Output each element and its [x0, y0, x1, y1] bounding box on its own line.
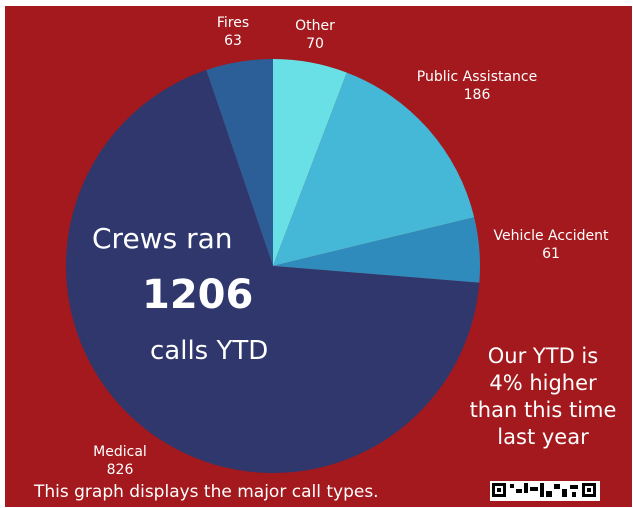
- calls-ytd-text: calls YTD: [150, 336, 269, 366]
- pie-slice-fires: [206, 59, 273, 266]
- slice-label-medical: Medical: [93, 444, 147, 460]
- slice-label-vehicle-accident: Vehicle Accident: [494, 228, 610, 244]
- pie-slice-vehicle-accident: [273, 217, 480, 283]
- slice-label-other: Other: [295, 18, 335, 34]
- crews-ran-text: Crews ran: [92, 222, 233, 255]
- pie-slice-medical: [65, 70, 480, 474]
- pie-labels: Other 70 Public Assistance 186 Vehicle Accid…: [93, 15, 609, 478]
- total-calls-count: 1206: [142, 272, 254, 318]
- chart-caption: This graph displays the major call types…: [34, 482, 379, 502]
- slice-value-fires: 63: [224, 33, 242, 49]
- pie-slice-public-assistance: [273, 72, 475, 266]
- slice-label-public-assistance: Public Assistance: [417, 69, 537, 85]
- pie-slice-other: [273, 59, 347, 266]
- slice-value-public-assistance: 186: [464, 87, 491, 103]
- slice-value-vehicle-accident: 61: [542, 246, 560, 262]
- yoy-comparison-note: Our YTD is 4% higher than this time last…: [469, 344, 617, 449]
- slice-value-other: 70: [306, 36, 324, 52]
- slice-value-medical: 826: [107, 462, 134, 478]
- pie-slices: [65, 59, 480, 474]
- qr-code-icon: [490, 481, 600, 501]
- slice-label-fires: Fires: [217, 15, 249, 31]
